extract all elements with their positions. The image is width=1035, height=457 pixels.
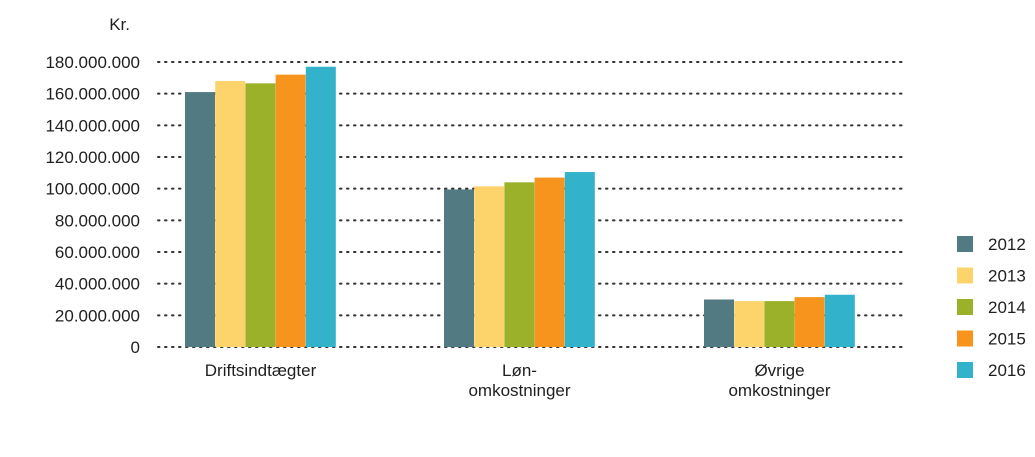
bar-2016-2: [824, 294, 855, 347]
y-tick-label: 20.000.000: [55, 306, 140, 325]
y-tick-label: 180.000.000: [45, 53, 140, 72]
y-tick-label: 160.000.000: [45, 85, 140, 104]
bar-2012-1: [444, 189, 474, 347]
bar-2013-2: [734, 301, 765, 347]
y-tick-label: 100.000.000: [45, 180, 140, 199]
bar-2014-1: [504, 182, 535, 347]
bar-2014-2: [764, 301, 795, 347]
y-axis-unit-label: Kr.: [109, 15, 130, 34]
legend-swatch-2013: [957, 267, 973, 284]
y-axis-ticks: 0 20.000.000 40.000.000 60.000.000 80.000.00…: [45, 53, 140, 357]
y-tick-label: 140.000.000: [45, 116, 140, 135]
y-tick-label: 60.000.000: [55, 243, 140, 262]
bar-2015-1: [534, 177, 565, 347]
legend: 2012 2013 2014 2015 2016: [957, 235, 1026, 380]
bar-2013-0: [215, 81, 246, 347]
y-tick-label: 80.000.000: [55, 211, 140, 230]
legend-label-2014: 2014: [988, 298, 1026, 317]
legend-label-2012: 2012: [988, 235, 1026, 254]
bar-2013-1: [474, 186, 505, 347]
legend-label-2013: 2013: [988, 267, 1026, 286]
legend-swatch-2016: [957, 362, 973, 378]
y-tick-label: 40.000.000: [55, 275, 140, 294]
bar-2012-0: [185, 92, 215, 347]
bar-2012-2: [704, 299, 734, 347]
bar-2016-0: [305, 66, 336, 347]
bar-2015-2: [794, 297, 825, 347]
legend-label-2015: 2015: [988, 330, 1026, 349]
legend-swatch-2014: [957, 299, 973, 315]
bars: [185, 66, 855, 348]
x-axis-labels: Driftsindtægter Løn-omkostninger Øvrige omk…: [205, 361, 831, 400]
bar-2015-0: [275, 74, 306, 348]
y-tick-label: 120.000.000: [45, 148, 140, 167]
bar-2016-1: [564, 172, 595, 347]
legend-label-2016: 2016: [988, 361, 1026, 380]
x-category-label: Øvrige omkostninger: [728, 361, 830, 400]
x-category-label: Driftsindtægter: [205, 361, 317, 380]
legend-swatch-2015: [957, 330, 973, 347]
bar-2014-0: [245, 83, 276, 347]
x-category-label: Løn-omkostninger: [468, 361, 570, 400]
y-tick-label: 0: [131, 338, 140, 357]
legend-swatch-2012: [957, 236, 973, 252]
